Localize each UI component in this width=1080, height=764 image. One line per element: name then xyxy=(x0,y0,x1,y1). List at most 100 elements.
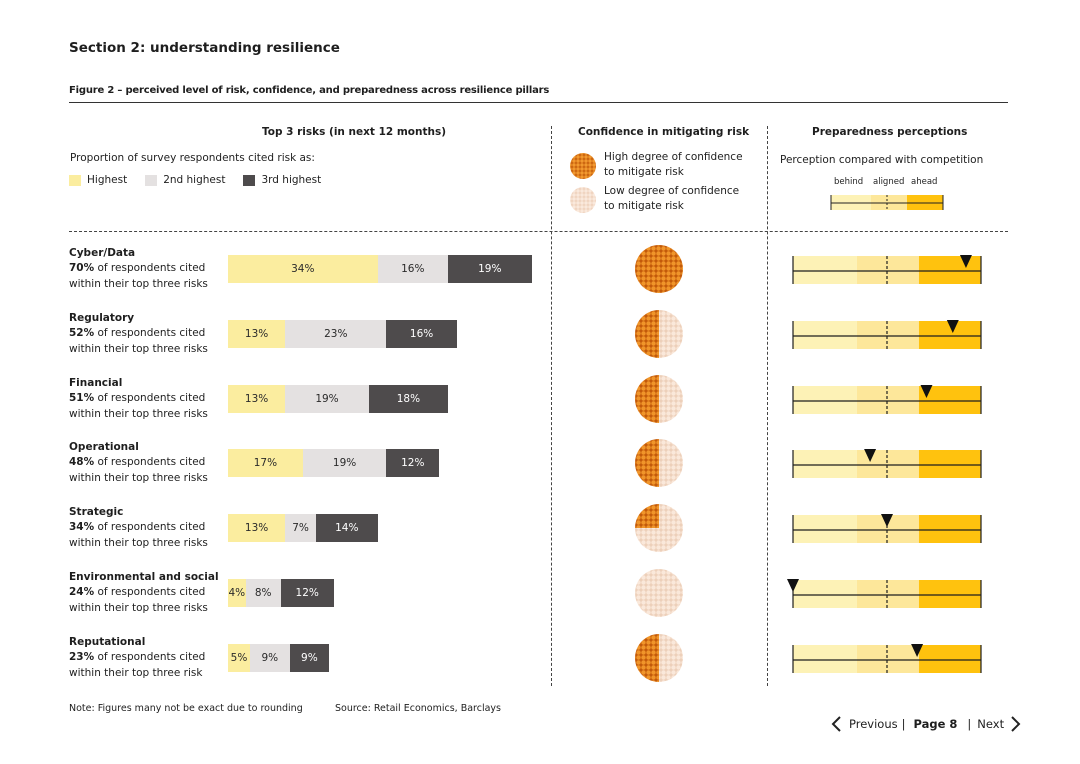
stacked-bar: 13% 7% 14% xyxy=(228,514,378,542)
bar-segment-third: 9% xyxy=(289,644,330,672)
scale-ahead xyxy=(918,580,981,608)
title-rule xyxy=(69,102,1008,103)
preparedness-marker xyxy=(946,320,959,333)
bar-segment-highest: 13% xyxy=(228,320,286,348)
high-confidence-fill xyxy=(635,245,683,293)
risk-top-three-line: within their top three risks xyxy=(69,278,208,290)
preparedness-scale xyxy=(792,385,982,414)
bar-data-label: 7% xyxy=(292,522,309,534)
high-confidence-fill xyxy=(635,310,659,358)
scale-ahead xyxy=(918,645,981,673)
risks-column-heading: Top 3 risks (in next 12 months) xyxy=(262,126,447,138)
previous-link[interactable]: Previous xyxy=(849,717,898,731)
bar-data-label: 12% xyxy=(401,457,425,469)
risk-respondents-line: 24% of respondents cited xyxy=(69,585,205,600)
risk-name: Environmental and social xyxy=(69,571,219,583)
bar-data-label: 17% xyxy=(253,457,278,469)
risk-name: Financial xyxy=(69,377,123,389)
legend-low-confidence-line1: Low degree of confidence xyxy=(604,185,740,197)
legend-swatch-third xyxy=(243,174,256,186)
bar-data-label: 9% xyxy=(301,652,318,664)
bar-data-label: 4% xyxy=(228,587,246,599)
scale-behind xyxy=(793,321,857,349)
preparedness-marker xyxy=(911,644,924,657)
legend-low-confidence-line2: to mitigate risk xyxy=(604,200,684,212)
risk-top-three-line: within their top three risks xyxy=(69,537,208,549)
legend-swatch-second xyxy=(145,174,158,186)
preparedness-scale xyxy=(792,514,982,543)
high-confidence-fill xyxy=(635,375,659,423)
preparedness-scale xyxy=(792,320,982,349)
column-divider-2 xyxy=(767,126,768,686)
confidence-circle xyxy=(635,634,683,682)
bar-data-label: 13% xyxy=(244,393,269,405)
bar-data-label: 12% xyxy=(295,587,319,599)
legend-high-confidence-line2: to mitigate risk xyxy=(604,166,684,178)
chevron-right-icon[interactable] xyxy=(1008,715,1022,733)
bar-segment-highest: 17% xyxy=(228,449,303,477)
preparedness-column-heading: Preparedness perceptions xyxy=(812,126,968,138)
bar-segment-highest: 13% xyxy=(228,385,286,413)
bar-segment-third: 12% xyxy=(280,579,334,607)
bar-data-label: 16% xyxy=(409,328,434,340)
confidence-circle xyxy=(635,245,683,293)
risk-percentage: 24% xyxy=(69,586,95,598)
bar-data-label: 34% xyxy=(291,263,315,275)
bar-data-label: 23% xyxy=(324,328,348,340)
scale-behind xyxy=(793,645,857,673)
scale-aligned xyxy=(856,256,919,284)
legend-high-confidence-line1: High degree of confidence xyxy=(604,151,743,163)
bar-data-label: 9% xyxy=(261,652,279,664)
section-title: Section 2: understanding resilience xyxy=(69,40,340,56)
scale-aligned xyxy=(856,321,919,349)
bar-segment-second: 9% xyxy=(250,644,290,672)
scale-ahead xyxy=(918,450,981,478)
page-number: Page 8 xyxy=(913,717,958,731)
bar-segment-third: 18% xyxy=(368,385,448,413)
legend-intro: Proportion of survey respondents cited r… xyxy=(70,152,315,164)
preparedness-scale xyxy=(792,255,982,284)
confidence-circle xyxy=(635,504,683,552)
risk-percentage: 51% xyxy=(69,392,95,404)
scale-behind xyxy=(793,580,857,608)
risk-respondents-line: 52% of respondents cited xyxy=(69,326,205,341)
risk-respondents-line: 70% of respondents cited xyxy=(69,261,205,276)
scale-aligned xyxy=(856,450,919,478)
bar-data-label: 19% xyxy=(315,393,339,405)
stacked-bar: 34% 16% 19% xyxy=(228,255,532,283)
legend-low-confidence-circle xyxy=(570,187,596,213)
legend-risk: Highest 2nd highest 3rd highest xyxy=(69,174,321,186)
bar-segment-third: 16% xyxy=(386,320,457,348)
nav-separator: | xyxy=(901,717,906,731)
bar-data-label: 8% xyxy=(254,587,272,599)
stacked-bar: 5% 9% 9% xyxy=(228,644,330,672)
preparedness-marker xyxy=(920,385,933,398)
nav-separator: | xyxy=(967,717,972,731)
legend-swatch-highest xyxy=(69,174,81,186)
preparedness-marker xyxy=(864,449,877,462)
risk-top-three-line: within their top three risk xyxy=(69,667,203,679)
bar-segment-third: 12% xyxy=(386,449,440,477)
risk-percentage: 48% xyxy=(69,456,95,468)
bar-segment-second: 19% xyxy=(302,449,387,477)
confidence-circle xyxy=(635,310,683,358)
risk-name: Strategic xyxy=(69,506,124,518)
risk-name: Regulatory xyxy=(69,312,135,324)
legend-ahead: ahead xyxy=(911,177,938,187)
stacked-bar: 13% 23% 16% xyxy=(228,320,457,348)
figure-title: Figure 2 – perceived level of risk, conf… xyxy=(69,85,550,96)
bar-segment-third: 19% xyxy=(448,255,532,283)
legend-high-confidence-circle xyxy=(570,153,596,179)
chevron-left-icon[interactable] xyxy=(830,715,844,733)
next-link[interactable]: Next xyxy=(977,717,1005,731)
scale-aligned xyxy=(856,645,919,673)
bar-segment-highest: 4% xyxy=(228,579,246,607)
confidence-column-heading: Confidence in mitigating risk xyxy=(578,126,750,138)
bar-data-label: 16% xyxy=(401,263,425,275)
scale-aligned xyxy=(856,580,919,608)
risk-top-three-line: within their top three risks xyxy=(69,602,208,614)
scale-aligned xyxy=(856,386,919,414)
bar-data-label: 5% xyxy=(230,652,248,664)
risk-top-three-line: within their top three risks xyxy=(69,343,208,355)
risk-percentage: 23% xyxy=(69,651,95,663)
